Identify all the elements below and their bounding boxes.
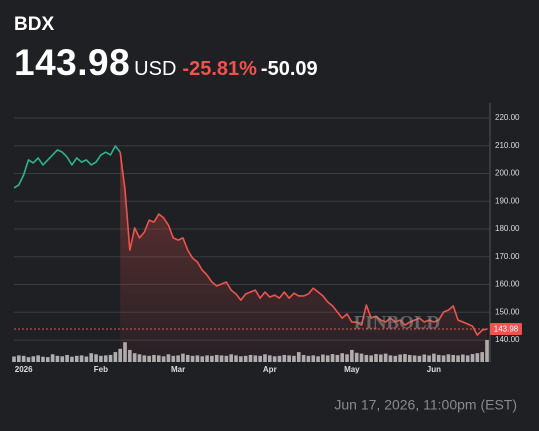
volume-bar [113, 352, 118, 362]
price-tag [490, 323, 522, 336]
volume-bar [108, 354, 113, 362]
change: -50.09 [260, 58, 318, 80]
y-tick-label: 170.00 [495, 252, 520, 261]
volume-bar [21, 355, 26, 362]
x-tick-label: Feb [94, 365, 108, 374]
price-tag-label: 143.98 [494, 325, 519, 334]
x-tick-label: Jun [427, 365, 441, 374]
volume-bar [79, 355, 84, 362]
header: BDX 143.98 USD -25.81% -50.09 [14, 14, 318, 84]
volume-bar [74, 355, 79, 362]
volume-bar [36, 355, 40, 362]
change-percent: -25.81% [182, 58, 257, 80]
volume-bar [45, 357, 50, 362]
volume-bar [70, 356, 74, 362]
x-tick-label: 2026 [15, 365, 33, 374]
watermark: FINBOLD [354, 312, 441, 333]
symbol: BDX [14, 14, 55, 35]
volume-bar [89, 353, 94, 362]
price-line-up [13, 145, 121, 189]
price-line-down [119, 152, 488, 336]
x-tick-label: Mar [171, 365, 185, 374]
volume-bar [50, 354, 55, 362]
volume-bar [55, 355, 60, 362]
x-tick-label: May [344, 365, 360, 374]
price: 143.98 [14, 42, 131, 83]
area-fill [120, 152, 488, 362]
volume-bar [103, 355, 108, 362]
volume-bar [65, 354, 69, 362]
y-tick-label: 150.00 [495, 307, 520, 316]
volume-bar [99, 355, 103, 362]
y-tick-label: 190.00 [495, 196, 520, 205]
y-tick-label: 140.00 [495, 335, 520, 344]
timestamp: Jun 17, 2026, 11:00pm (EST) [334, 397, 517, 413]
volume-bar [60, 356, 65, 362]
y-tick-label: 160.00 [495, 280, 520, 289]
y-tick-label: 220.00 [495, 113, 520, 122]
volume-bar [31, 356, 36, 362]
volume-bar [12, 356, 16, 362]
volume-bar [84, 356, 89, 362]
volume-bar [17, 355, 21, 362]
y-tick-label: 200.00 [495, 169, 520, 178]
y-tick-label: 180.00 [495, 224, 520, 233]
y-tick-label: 210.00 [495, 141, 520, 150]
currency: USD [134, 58, 177, 80]
volume-bar [26, 357, 31, 362]
volume-bar [41, 356, 45, 362]
x-tick-label: Apr [263, 365, 277, 374]
quote-row: 143.98 USD -25.81% -50.09 [14, 42, 318, 84]
volume-bar [94, 354, 98, 362]
